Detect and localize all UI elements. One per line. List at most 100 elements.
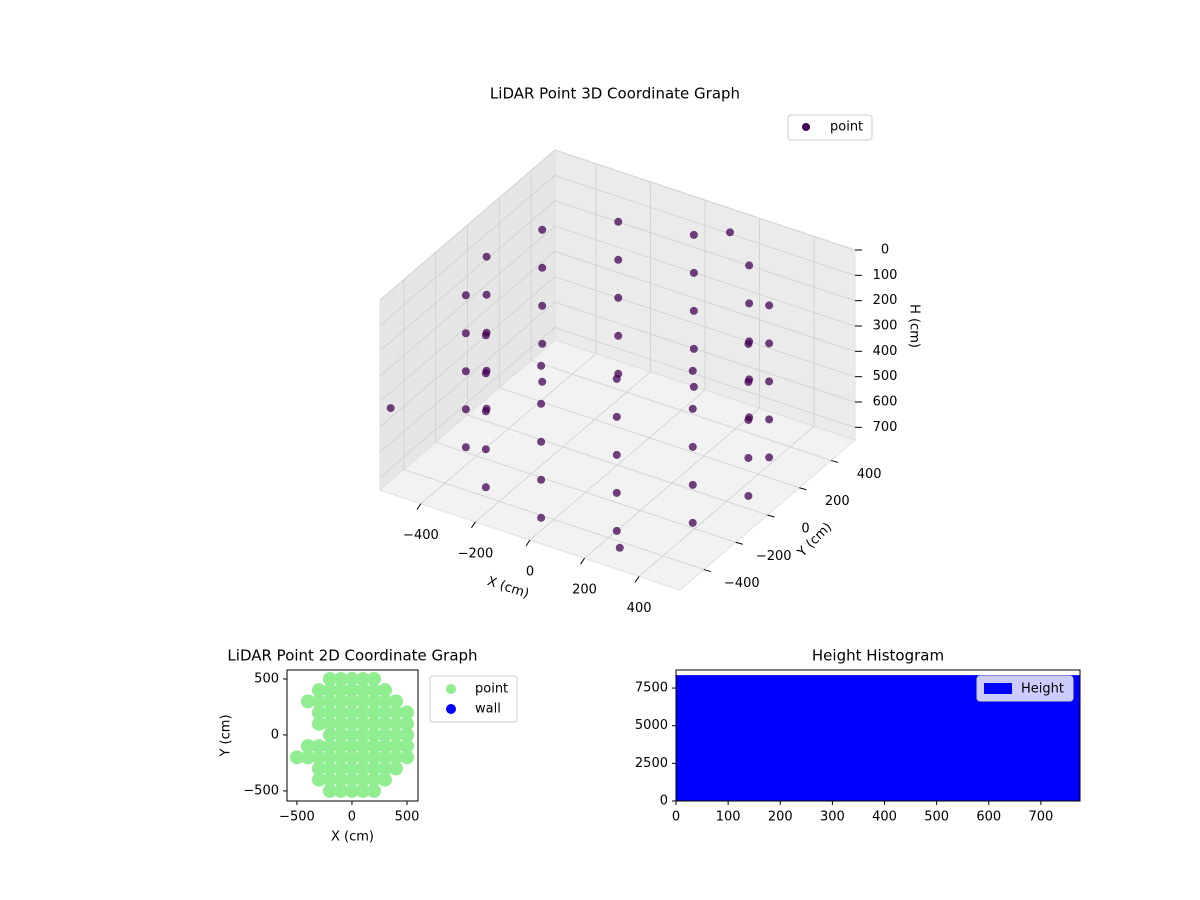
grid-line bbox=[554, 200, 856, 302]
point bbox=[745, 375, 754, 384]
point bbox=[355, 683, 370, 698]
point bbox=[322, 705, 337, 720]
point bbox=[366, 727, 381, 742]
point bbox=[689, 344, 698, 353]
x-tick-label: 500 bbox=[395, 810, 420, 825]
point bbox=[765, 453, 774, 462]
point bbox=[388, 739, 403, 754]
point bbox=[311, 716, 326, 731]
point bbox=[538, 301, 547, 310]
point bbox=[538, 377, 547, 386]
legend-marker bbox=[984, 683, 1012, 694]
y-tick-label: 2500 bbox=[635, 756, 668, 771]
point bbox=[377, 694, 392, 709]
y-axis-label: Y (cm) bbox=[219, 714, 234, 757]
grid-line bbox=[403, 469, 704, 570]
point bbox=[388, 716, 403, 731]
z-axis-label: H (cm) bbox=[907, 304, 922, 348]
point bbox=[482, 404, 491, 413]
point bbox=[333, 705, 348, 720]
point bbox=[482, 366, 491, 375]
point bbox=[311, 772, 326, 787]
point bbox=[322, 772, 337, 787]
x-axis-label: X (cm) bbox=[331, 830, 374, 845]
point bbox=[537, 361, 546, 370]
y-tick-label: 5000 bbox=[635, 718, 668, 733]
x-tick bbox=[634, 576, 640, 583]
point bbox=[461, 405, 470, 414]
point bbox=[612, 488, 621, 497]
point bbox=[765, 339, 774, 348]
point bbox=[344, 750, 359, 765]
grid-line bbox=[554, 276, 856, 378]
point bbox=[386, 404, 395, 413]
point bbox=[612, 450, 621, 459]
point bbox=[311, 694, 326, 709]
point bbox=[461, 443, 470, 452]
point bbox=[311, 705, 326, 720]
point bbox=[377, 727, 392, 742]
legend: point wall bbox=[429, 675, 518, 723]
point bbox=[538, 263, 547, 272]
point bbox=[322, 694, 337, 709]
plot-points bbox=[289, 671, 414, 798]
point bbox=[745, 299, 754, 308]
point bbox=[344, 716, 359, 731]
point bbox=[744, 491, 753, 500]
x-tick-label: 600 bbox=[976, 810, 1001, 825]
z-tick-label: 600 bbox=[873, 395, 898, 410]
y-tick-label: 0 bbox=[660, 794, 668, 809]
grid-line bbox=[379, 327, 556, 478]
point bbox=[333, 694, 348, 709]
y-tick-label: 7500 bbox=[635, 681, 668, 696]
point bbox=[355, 772, 370, 787]
point bbox=[377, 750, 392, 765]
z-tick-label: 400 bbox=[873, 344, 898, 359]
point bbox=[388, 761, 403, 776]
point bbox=[688, 366, 697, 375]
point bbox=[399, 705, 414, 720]
x-tick bbox=[416, 503, 422, 510]
x-tick-label: 700 bbox=[1028, 810, 1053, 825]
point bbox=[366, 683, 381, 698]
point bbox=[333, 750, 348, 765]
point bbox=[333, 683, 348, 698]
point bbox=[311, 750, 326, 765]
x-tick bbox=[525, 539, 531, 547]
point bbox=[481, 445, 490, 454]
point bbox=[344, 705, 359, 720]
x-tick-label: 500 bbox=[924, 810, 949, 825]
x-tick-label: 300 bbox=[820, 810, 845, 825]
x-tick-label: 200 bbox=[572, 583, 597, 598]
point bbox=[322, 727, 337, 742]
chart-title: LiDAR Point 3D Coordinate Graph bbox=[490, 85, 740, 103]
point bbox=[688, 442, 697, 451]
point bbox=[399, 727, 414, 742]
point bbox=[333, 739, 348, 754]
point bbox=[377, 772, 392, 787]
point bbox=[355, 739, 370, 754]
point bbox=[344, 783, 359, 798]
grid-line bbox=[554, 326, 856, 428]
z-tick-label: 100 bbox=[873, 268, 898, 283]
point bbox=[366, 761, 381, 776]
point bbox=[615, 543, 624, 552]
grid-line bbox=[379, 251, 556, 402]
point bbox=[765, 301, 774, 310]
point bbox=[355, 761, 370, 776]
point bbox=[612, 412, 621, 421]
point bbox=[311, 761, 326, 776]
point bbox=[612, 526, 621, 535]
point bbox=[461, 367, 470, 376]
point bbox=[399, 750, 414, 765]
axes-frame bbox=[286, 669, 419, 802]
point bbox=[689, 306, 698, 315]
point bbox=[388, 694, 403, 709]
legend: point bbox=[787, 114, 873, 141]
point bbox=[688, 480, 697, 489]
point bbox=[377, 739, 392, 754]
point bbox=[537, 475, 546, 484]
x-tick-label: −500 bbox=[279, 810, 315, 825]
grid-line bbox=[379, 149, 556, 301]
